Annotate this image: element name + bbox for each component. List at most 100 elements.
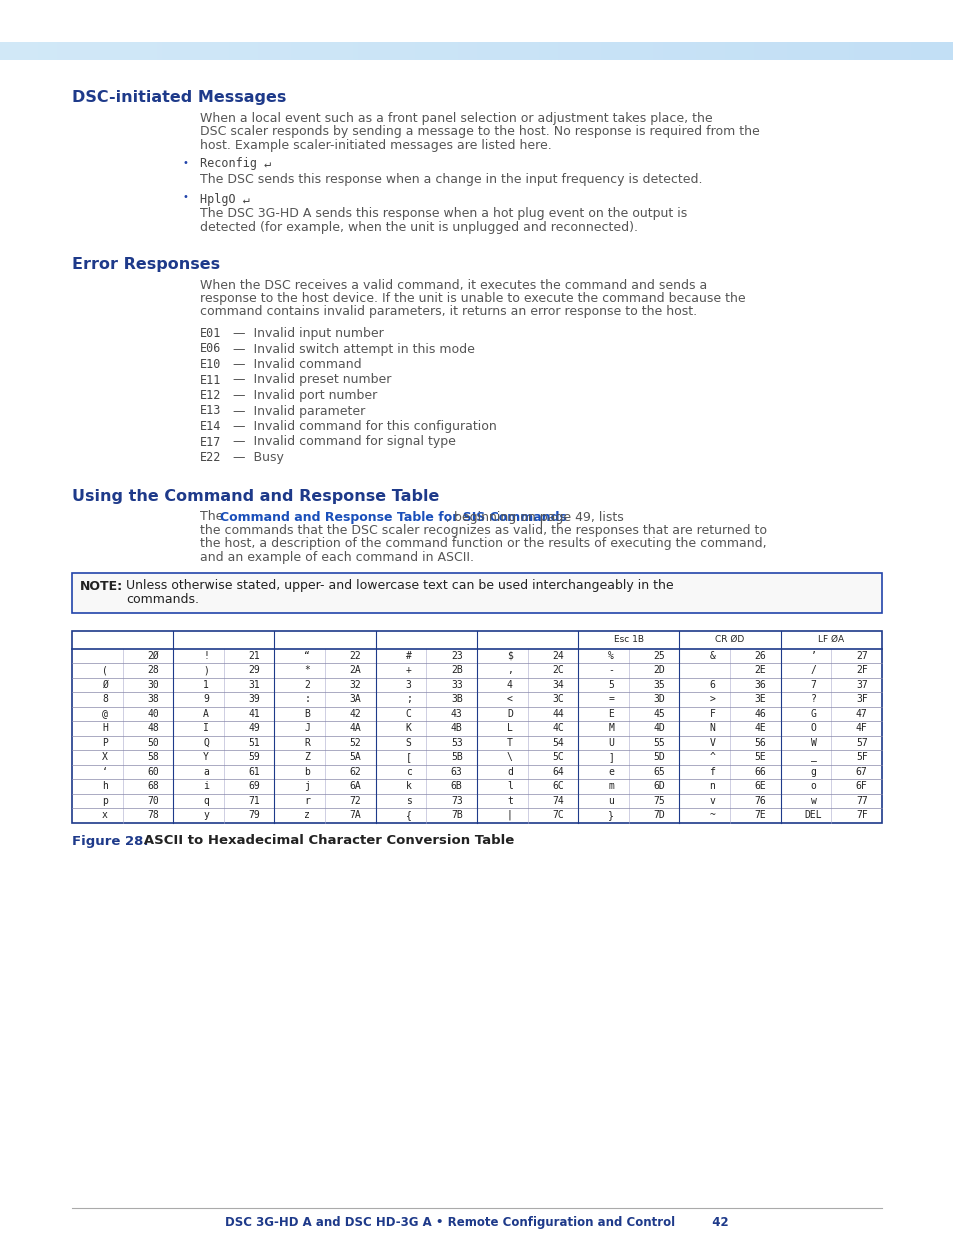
Bar [257, 42, 262, 61]
Text: l: l [506, 782, 513, 792]
Text: E10: E10 [200, 358, 221, 370]
Text: 32: 32 [349, 679, 361, 690]
Bar [720, 42, 724, 61]
Bar [724, 42, 729, 61]
Text: 37: 37 [855, 679, 866, 690]
Text: V: V [709, 737, 715, 747]
Text: LF ØA: LF ØA [818, 635, 843, 643]
Bar [739, 42, 743, 61]
Bar [920, 42, 924, 61]
Text: commands.: commands. [126, 593, 199, 606]
Text: i: i [203, 782, 209, 792]
Text: 27: 27 [855, 651, 866, 661]
Bar [538, 42, 543, 61]
Bar [905, 42, 910, 61]
Text: 7D: 7D [653, 810, 664, 820]
Text: 55: 55 [653, 737, 664, 747]
Text: 2D: 2D [653, 666, 664, 676]
Text: I: I [203, 724, 209, 734]
Bar [862, 42, 867, 61]
Text: s: s [405, 795, 411, 805]
Bar [662, 42, 667, 61]
Bar [872, 42, 877, 61]
Text: E17: E17 [200, 436, 221, 448]
Bar [472, 42, 476, 61]
Bar [395, 42, 400, 61]
Text: —  Invalid command for this configuration: — Invalid command for this configuration [233, 420, 497, 433]
Text: the commands that the DSC scaler recognizes as valid, the responses that are ret: the commands that the DSC scaler recogni… [200, 524, 766, 537]
Bar [124, 42, 129, 61]
Bar [338, 42, 343, 61]
Text: 3F: 3F [855, 694, 866, 704]
Bar [181, 42, 186, 61]
Bar [267, 42, 272, 61]
Bar [558, 42, 562, 61]
Text: w: w [810, 795, 816, 805]
Text: 5: 5 [608, 679, 614, 690]
Bar [634, 42, 639, 61]
Text: A: A [203, 709, 209, 719]
Text: E22: E22 [200, 451, 221, 464]
Text: —  Invalid preset number: — Invalid preset number [233, 373, 391, 387]
Bar [534, 42, 538, 61]
Text: n: n [709, 782, 715, 792]
Text: m: m [608, 782, 614, 792]
Bar [305, 42, 310, 61]
Bar [929, 42, 934, 61]
Bar [710, 42, 715, 61]
Text: p: p [102, 795, 108, 805]
Text: 51: 51 [248, 737, 260, 747]
Bar [24, 42, 29, 61]
Text: —  Invalid switch attempt in this mode: — Invalid switch attempt in this mode [233, 342, 475, 356]
Bar [467, 42, 472, 61]
Text: 2Ø: 2Ø [147, 651, 159, 661]
Text: 3: 3 [405, 679, 411, 690]
Text: G: G [810, 709, 816, 719]
Text: 29: 29 [248, 666, 260, 676]
Bar [834, 42, 839, 61]
Bar [529, 42, 534, 61]
Text: }: } [608, 810, 614, 820]
Text: 2C: 2C [552, 666, 563, 676]
Bar [700, 42, 705, 61]
Text: Z: Z [304, 752, 310, 762]
Text: a: a [203, 767, 209, 777]
Text: 59: 59 [248, 752, 260, 762]
Text: 57: 57 [855, 737, 866, 747]
Text: z: z [304, 810, 310, 820]
Text: 30: 30 [147, 679, 159, 690]
Text: @: @ [102, 709, 108, 719]
Bar [253, 42, 257, 61]
Bar [615, 42, 619, 61]
Bar [801, 42, 805, 61]
Text: When the DSC receives a valid command, it executes the command and sends a: When the DSC receives a valid command, i… [200, 279, 706, 291]
Bar [948, 42, 953, 61]
Bar [281, 42, 286, 61]
Text: 48: 48 [147, 724, 159, 734]
Text: o: o [810, 782, 816, 792]
Text: 5F: 5F [855, 752, 866, 762]
Text: H: H [102, 724, 108, 734]
Text: —  Invalid port number: — Invalid port number [233, 389, 376, 403]
Bar [81, 42, 86, 61]
Bar [62, 42, 67, 61]
Text: N: N [709, 724, 715, 734]
Text: 7A: 7A [349, 810, 361, 820]
Text: 40: 40 [147, 709, 159, 719]
Bar [434, 42, 438, 61]
Text: 6F: 6F [855, 782, 866, 792]
Text: r: r [304, 795, 310, 805]
Text: DSC scaler responds by sending a message to the host. No response is required fr: DSC scaler responds by sending a message… [200, 126, 759, 138]
Text: y: y [203, 810, 209, 820]
Bar [5, 42, 10, 61]
Text: 60: 60 [147, 767, 159, 777]
Text: 6D: 6D [653, 782, 664, 792]
Text: 7F: 7F [855, 810, 866, 820]
Text: 72: 72 [349, 795, 361, 805]
Text: detected (for example, when the unit is unplugged and reconnected).: detected (for example, when the unit is … [200, 221, 638, 233]
Text: 54: 54 [552, 737, 563, 747]
Text: ): ) [203, 666, 209, 676]
Text: CR ØD: CR ØD [715, 635, 744, 643]
Bar [443, 42, 448, 61]
Text: ,: , [506, 666, 513, 676]
